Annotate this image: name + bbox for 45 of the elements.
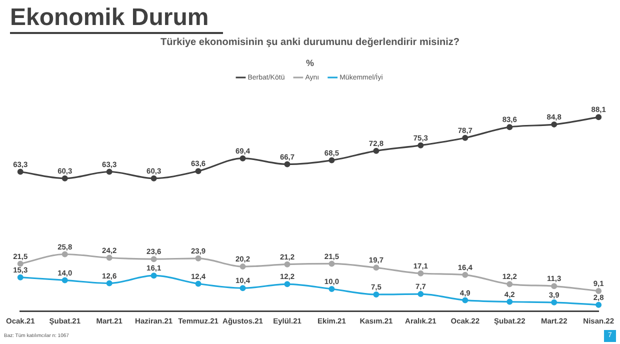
point [418,291,424,298]
point [506,124,513,130]
point [373,292,380,298]
point [195,168,202,174]
point [551,283,558,290]
point [62,175,68,182]
point [284,161,290,168]
point [551,121,558,128]
point [596,288,602,294]
point [506,281,513,288]
point [284,281,290,288]
point [373,148,380,154]
point [240,155,246,162]
point [328,286,335,292]
point [106,280,112,286]
point [328,157,335,164]
point [418,270,424,276]
point [596,302,602,308]
point [328,260,335,267]
point [106,254,112,261]
point [150,256,157,262]
point [17,274,24,280]
point [62,251,68,258]
chart-title: Ekonomik Durum [10,4,223,34]
text: % [304,58,315,68]
point [373,264,380,271]
point [150,272,157,279]
point [106,168,112,175]
point [17,260,24,267]
point [17,168,24,175]
point [506,298,513,305]
point [551,299,558,306]
point [240,264,246,270]
point [596,114,602,120]
point [240,285,246,292]
point [462,134,468,141]
point [284,261,290,268]
point [462,272,468,278]
point [462,297,468,304]
point [418,142,424,148]
point [195,280,202,287]
chart-subtitle: Türkiye ekonomisinin şu anki durumunu değerlendirir misiniz? [160,36,460,48]
point [150,175,157,182]
point [195,255,202,262]
point [62,277,68,284]
